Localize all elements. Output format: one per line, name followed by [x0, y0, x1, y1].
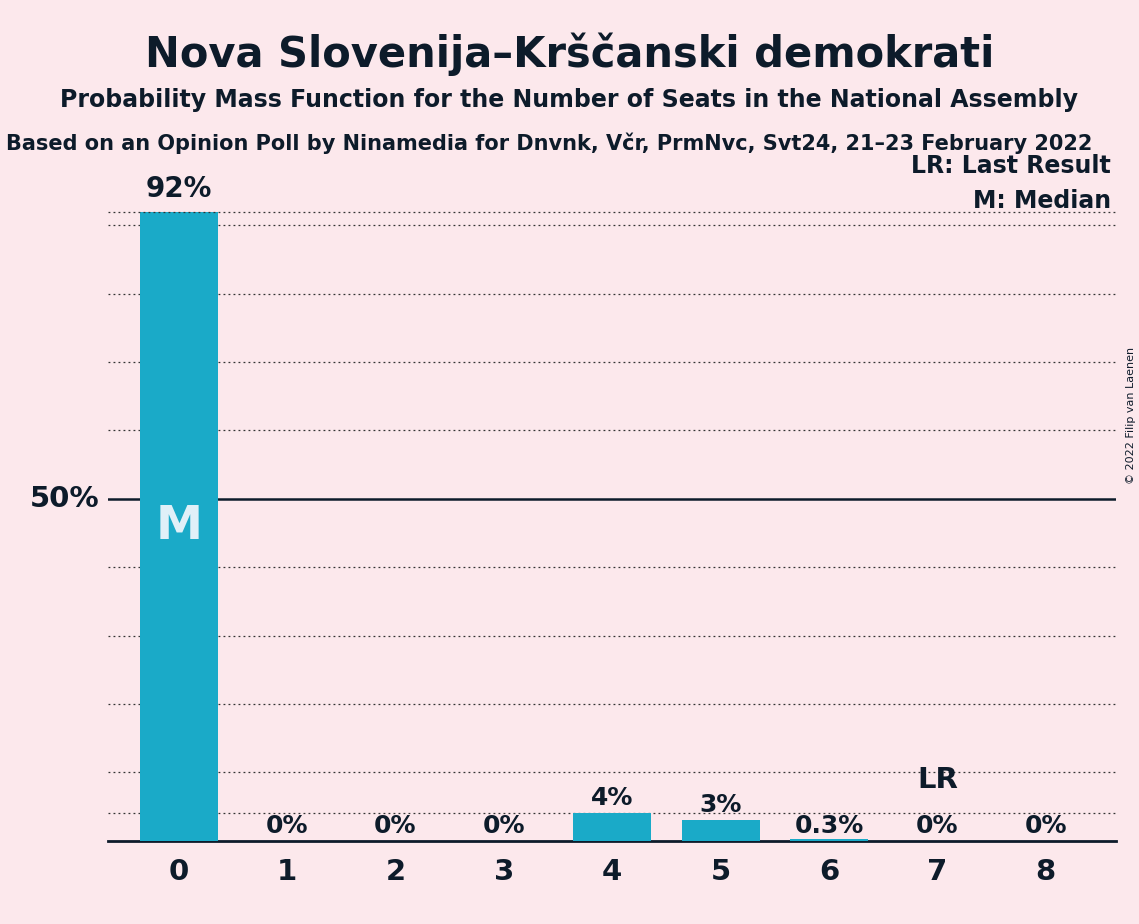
- Text: 0.3%: 0.3%: [794, 814, 863, 838]
- Text: 0%: 0%: [1024, 814, 1067, 838]
- Text: 0%: 0%: [265, 814, 309, 838]
- Bar: [140, 212, 218, 841]
- Text: 0%: 0%: [916, 814, 959, 838]
- Text: LR: Last Result: LR: Last Result: [911, 153, 1112, 177]
- Bar: [573, 813, 652, 841]
- Text: 0%: 0%: [483, 814, 525, 838]
- Text: 50%: 50%: [30, 485, 99, 513]
- Bar: [790, 839, 868, 841]
- Text: © 2022 Filip van Laenen: © 2022 Filip van Laenen: [1126, 347, 1136, 484]
- Text: LR: LR: [917, 766, 958, 795]
- Bar: [681, 821, 760, 841]
- Text: Based on an Opinion Poll by Ninamedia for Dnvnk, Včr, PrmNvc, Svt24, 21–23 Febru: Based on an Opinion Poll by Ninamedia fo…: [6, 132, 1092, 153]
- Text: M: Median: M: Median: [973, 188, 1112, 213]
- Text: M: M: [155, 504, 202, 549]
- Text: 92%: 92%: [146, 176, 212, 203]
- Text: 0%: 0%: [375, 814, 417, 838]
- Text: 3%: 3%: [699, 793, 741, 817]
- Text: Probability Mass Function for the Number of Seats in the National Assembly: Probability Mass Function for the Number…: [60, 88, 1079, 112]
- Text: 4%: 4%: [591, 786, 633, 810]
- Text: Nova Slovenija–Krščanski demokrati: Nova Slovenija–Krščanski demokrati: [145, 32, 994, 76]
